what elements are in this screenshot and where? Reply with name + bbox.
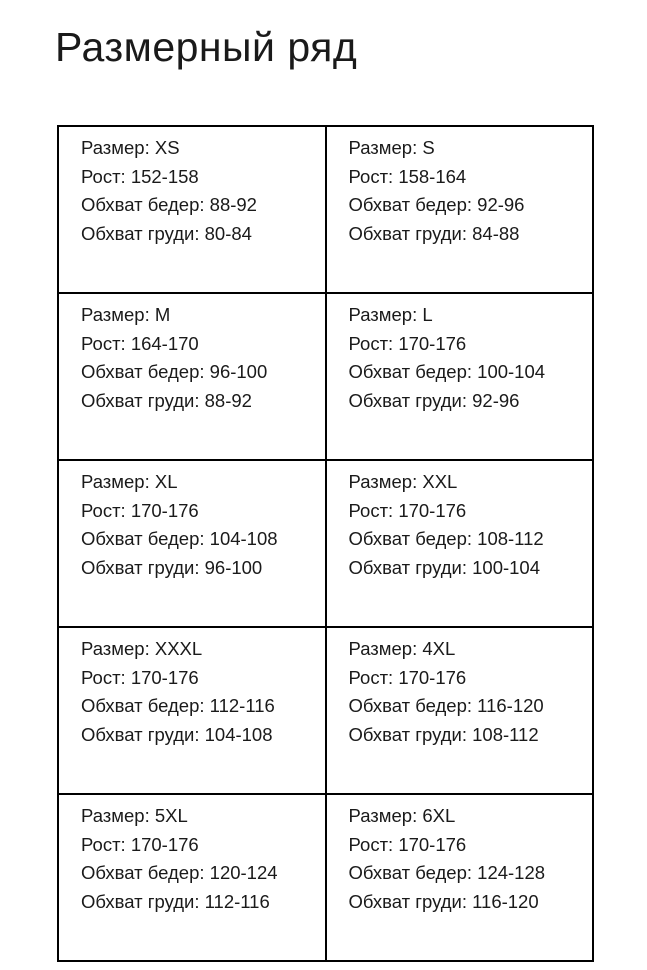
- chest-line: Обхват груди: 92-96: [348, 389, 520, 411]
- page-title: Размерный ряд: [55, 24, 358, 70]
- height-line: Рост: 170-176: [348, 499, 467, 521]
- chest-line: Обхват груди: 96-100: [81, 556, 263, 578]
- height-line: Рост: 152-158: [81, 165, 199, 187]
- size-cell-xs: Размер: XS Рост: 152-158 Обхват бедер: 8…: [57, 125, 327, 294]
- hips-line: Обхват бедер: 92-96: [348, 194, 525, 215]
- hips-line: Обхват бедер: 88-92: [81, 194, 257, 215]
- height-line: Рост: 170-176: [348, 666, 467, 688]
- chest-line: Обхват груди: 80-84: [81, 222, 252, 244]
- height-line: Рост: 170-176: [81, 833, 199, 855]
- table-row: Размер: XS Рост: 152-158 Обхват бедер: 8…: [57, 125, 594, 294]
- hips-line: Обхват бедер: 112-116: [81, 695, 275, 716]
- size-line: Размер: XXL: [348, 471, 458, 492]
- size-line: Размер: 4XL: [348, 638, 456, 659]
- size-cell-xl: Размер: XL Рост: 170-176 Обхват бедер: 1…: [57, 459, 327, 628]
- chest-line: Обхват груди: 104-108: [81, 723, 273, 745]
- chest-line: Обхват груди: 112-116: [81, 890, 270, 912]
- size-cell-5xl: Размер: 5XL Рост: 170-176 Обхват бедер: …: [57, 793, 327, 962]
- height-line: Рост: 158-164: [348, 165, 467, 187]
- table-row: Размер: 5XL Рост: 170-176 Обхват бедер: …: [57, 793, 594, 962]
- size-line: Размер: S: [348, 137, 435, 158]
- table-row: Размер: M Рост: 164-170 Обхват бедер: 96…: [57, 292, 594, 461]
- hips-line: Обхват бедер: 120-124: [81, 862, 278, 883]
- table-row: Размер: XL Рост: 170-176 Обхват бедер: 1…: [57, 459, 594, 628]
- hips-line: Обхват бедер: 100-104: [348, 361, 546, 382]
- size-table: Размер: XS Рост: 152-158 Обхват бедер: 8…: [57, 125, 594, 962]
- hips-line: Обхват бедер: 116-120: [348, 695, 544, 716]
- table-row: Размер: XXXL Рост: 170-176 Обхват бедер:…: [57, 626, 594, 795]
- hips-line: Обхват бедер: 96-100: [81, 361, 268, 382]
- chest-line: Обхват груди: 108-112: [348, 723, 539, 745]
- height-line: Рост: 170-176: [348, 332, 467, 354]
- hips-line: Обхват бедер: 124-128: [348, 862, 546, 883]
- chest-line: Обхват груди: 116-120: [348, 890, 539, 912]
- height-line: Рост: 170-176: [81, 499, 199, 521]
- height-line: Рост: 164-170: [81, 332, 199, 354]
- size-line: Размер: M: [81, 304, 171, 325]
- height-line: Рост: 170-176: [81, 666, 199, 688]
- chest-line: Обхват груди: 84-88: [348, 222, 520, 244]
- size-cell-l: Размер: L Рост: 170-176 Обхват бедер: 10…: [324, 292, 594, 461]
- size-line: Размер: XS: [81, 137, 180, 158]
- size-line: Размер: 5XL: [81, 805, 188, 826]
- hips-line: Обхват бедер: 104-108: [81, 528, 278, 549]
- size-cell-6xl: Размер: 6XL Рост: 170-176 Обхват бедер: …: [324, 793, 594, 962]
- size-line: Размер: XL: [81, 471, 178, 492]
- height-line: Рост: 170-176: [348, 833, 467, 855]
- hips-line: Обхват бедер: 108-112: [348, 528, 544, 549]
- size-line: Размер: 6XL: [348, 805, 456, 826]
- size-cell-xxxl: Размер: XXXL Рост: 170-176 Обхват бедер:…: [57, 626, 327, 795]
- size-cell-4xl: Размер: 4XL Рост: 170-176 Обхват бедер: …: [324, 626, 594, 795]
- size-cell-m: Размер: M Рост: 164-170 Обхват бедер: 96…: [57, 292, 327, 461]
- chest-line: Обхват груди: 88-92: [81, 389, 252, 411]
- chest-line: Обхват груди: 100-104: [348, 556, 541, 578]
- size-line: Размер: XXXL: [81, 638, 203, 659]
- size-line: Размер: L: [348, 304, 433, 325]
- size-cell-s: Размер: S Рост: 158-164 Обхват бедер: 92…: [324, 125, 594, 294]
- size-cell-xxl: Размер: XXL Рост: 170-176 Обхват бедер: …: [324, 459, 594, 628]
